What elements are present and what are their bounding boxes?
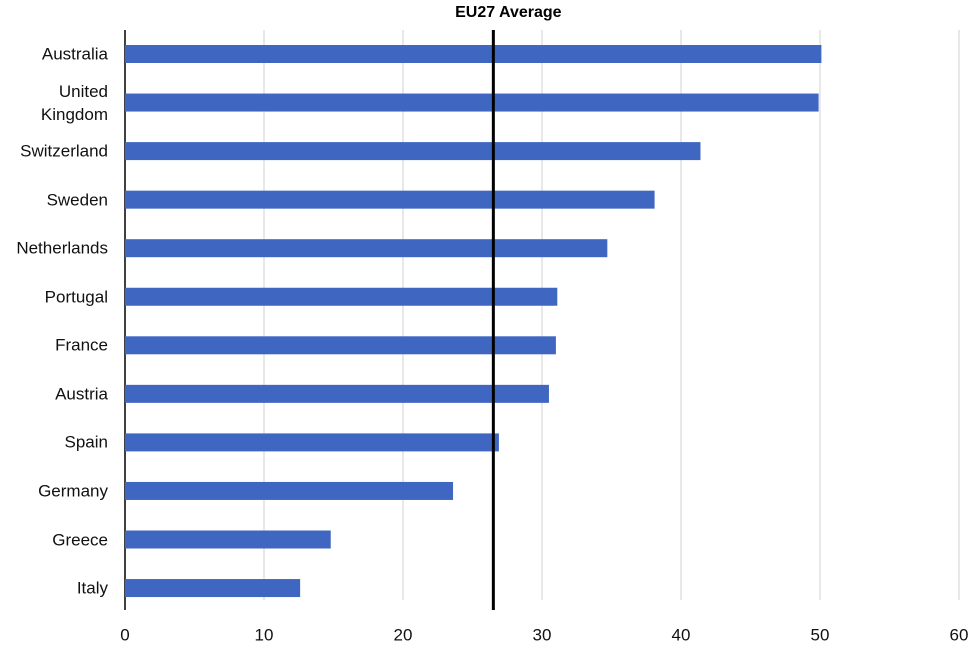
- bar: [125, 336, 556, 355]
- x-tick-label: 20: [394, 625, 413, 644]
- bar: [125, 239, 608, 258]
- y-tick-label: Switzerland: [20, 141, 108, 161]
- x-tick-label: 40: [672, 625, 691, 644]
- x-tick-label: 0: [120, 625, 129, 644]
- x-tick-label: 50: [811, 625, 830, 644]
- bar: [125, 384, 549, 403]
- y-tick-label: France: [55, 335, 108, 355]
- x-tick-label: 10: [255, 625, 274, 644]
- y-tick-label: Germany: [38, 481, 108, 501]
- bar: [125, 530, 331, 549]
- y-tick-label: Portugal: [44, 287, 108, 307]
- bar: [125, 579, 301, 598]
- bar: [125, 481, 454, 500]
- x-tick-label: 60: [950, 625, 969, 644]
- y-tick-label: Greece: [52, 530, 108, 549]
- reference-label: EU27 Average: [455, 4, 562, 21]
- bar: [125, 142, 701, 161]
- bar: [125, 45, 822, 63]
- bar: [125, 287, 558, 306]
- y-tick-label: Italy: [76, 578, 108, 598]
- y-tick-label: Austria: [55, 384, 108, 404]
- bar: [125, 190, 655, 209]
- y-tick-label: Netherlands: [16, 238, 108, 258]
- bar: [125, 93, 819, 112]
- y-tick-label: United Kingdom: [40, 81, 108, 124]
- y-tick-label: Sweden: [46, 190, 108, 210]
- x-tick-label: 30: [533, 625, 552, 644]
- y-tick-label: Australia: [41, 44, 108, 64]
- y-tick-label: Spain: [64, 432, 108, 452]
- bar: [125, 433, 499, 452]
